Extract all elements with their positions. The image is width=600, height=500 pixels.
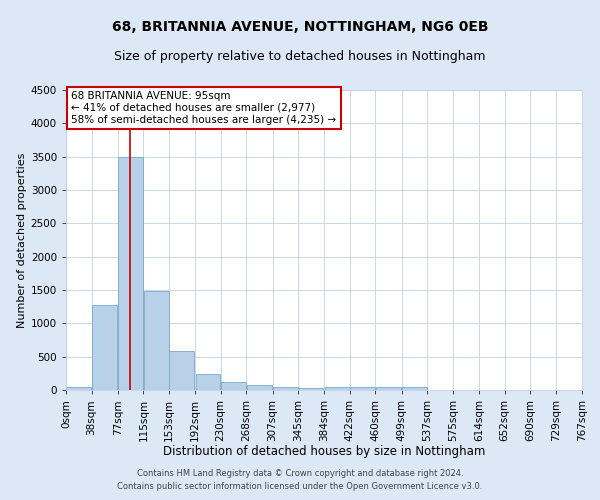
Bar <box>298 388 323 390</box>
Bar <box>118 156 143 390</box>
Bar <box>169 352 194 390</box>
X-axis label: Distribution of detached houses by size in Nottingham: Distribution of detached houses by size … <box>163 446 485 458</box>
Bar <box>144 292 169 390</box>
Text: 68, BRITANNIA AVENUE, NOTTINGHAM, NG6 0EB: 68, BRITANNIA AVENUE, NOTTINGHAM, NG6 0E… <box>112 20 488 34</box>
Y-axis label: Number of detached properties: Number of detached properties <box>17 152 26 328</box>
Text: Contains public sector information licensed under the Open Government Licence v3: Contains public sector information licen… <box>118 482 482 491</box>
Bar <box>67 386 91 390</box>
Bar <box>273 386 298 390</box>
Text: 68 BRITANNIA AVENUE: 95sqm
← 41% of detached houses are smaller (2,977)
58% of s: 68 BRITANNIA AVENUE: 95sqm ← 41% of deta… <box>71 92 337 124</box>
Bar <box>350 388 375 390</box>
Bar <box>221 382 246 390</box>
Text: Size of property relative to detached houses in Nottingham: Size of property relative to detached ho… <box>114 50 486 63</box>
Bar <box>376 386 401 390</box>
Bar <box>196 374 220 390</box>
Bar <box>402 388 427 390</box>
Bar <box>247 384 272 390</box>
Bar <box>92 306 117 390</box>
Bar <box>325 388 350 390</box>
Text: Contains HM Land Registry data © Crown copyright and database right 2024.: Contains HM Land Registry data © Crown c… <box>137 468 463 477</box>
